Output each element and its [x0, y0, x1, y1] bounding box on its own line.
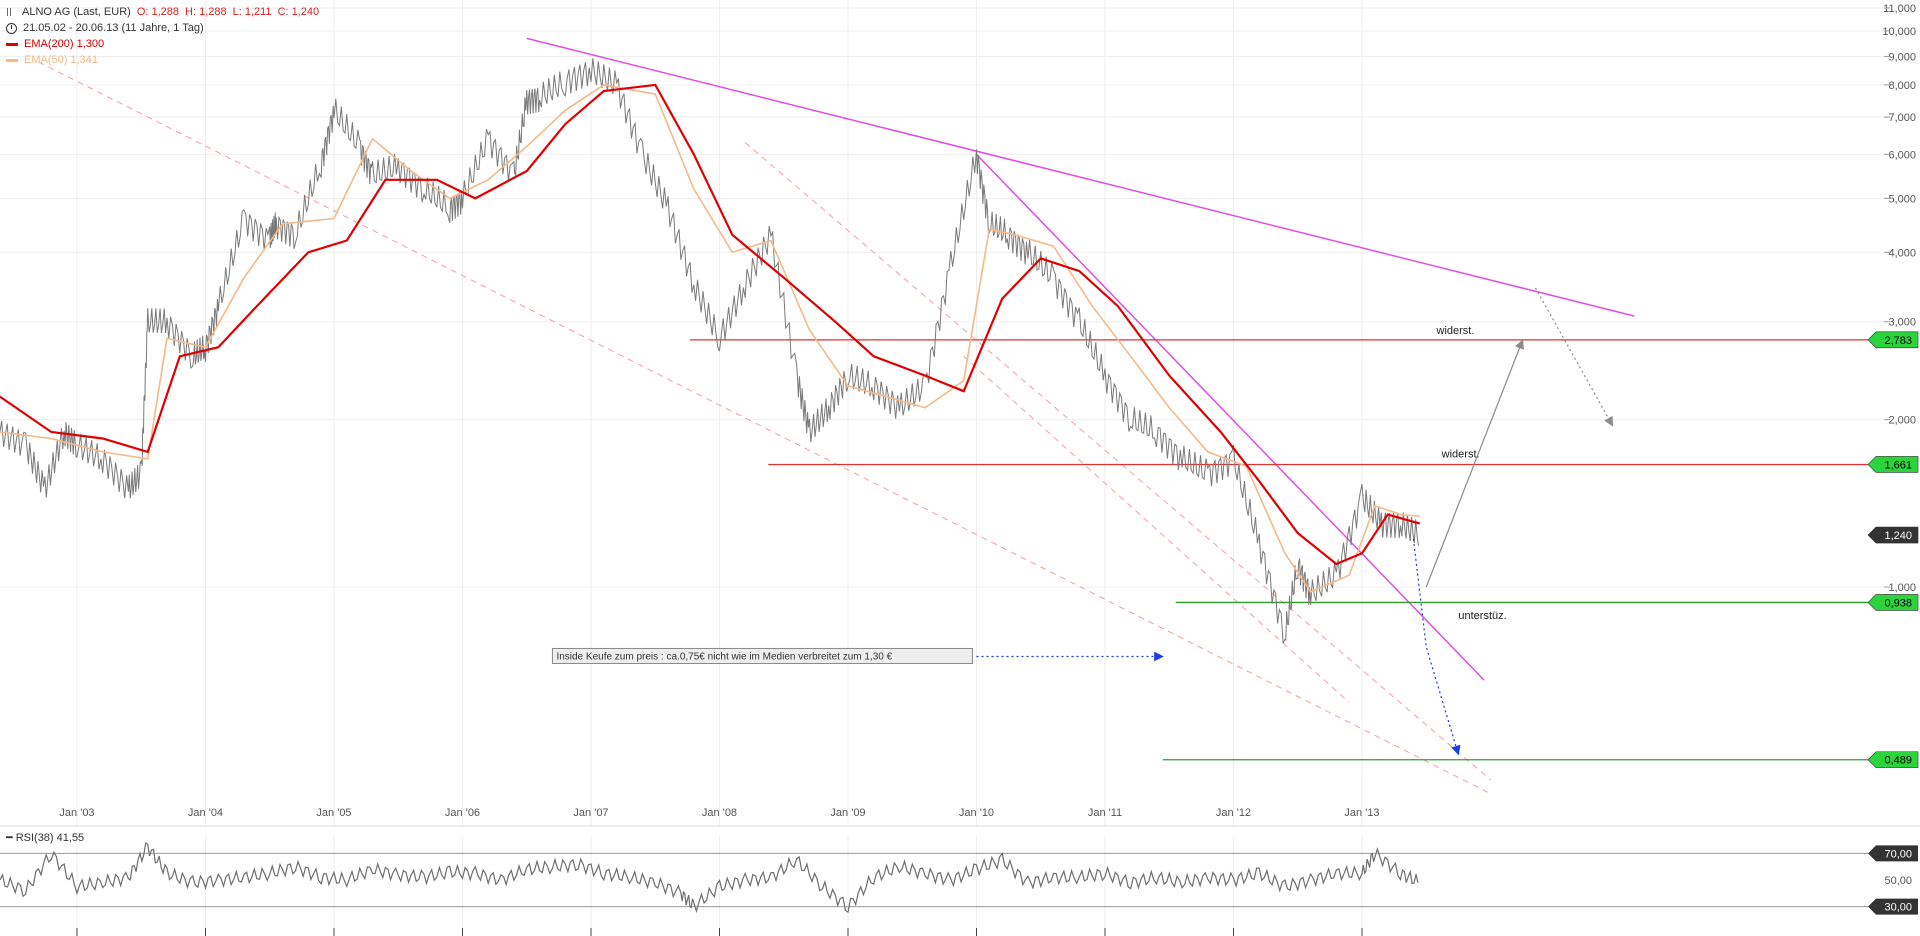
y-tick-label: 6,000: [1888, 149, 1916, 161]
x-tick-label: Jan '06: [445, 807, 480, 819]
x-tick-label: Jan '08: [702, 807, 737, 819]
date-range: 21.05.02 - 20.06.13 (11 Jahre, 1 Tag): [23, 22, 204, 34]
rsi-legend: ━ RSI(38) 41,55: [6, 831, 84, 844]
price-marker-badge: [1867, 456, 1919, 473]
rsi-level-label: 70,00: [1884, 848, 1912, 860]
rsi-level-badge: [1868, 845, 1918, 862]
x-tick-label: Jan '05: [316, 807, 351, 819]
trend-channel-lines: [38, 37, 1635, 795]
legend-title-row: ALNO AG (Last, EUR) O: 1,288 H: 1,288 L:…: [6, 4, 319, 20]
close-value: C: 1,240: [277, 6, 320, 18]
price-marker-badge: [1867, 751, 1919, 769]
rsi-level-label: 50,00: [1884, 875, 1912, 887]
price-line: [0, 58, 1419, 644]
x-tick-label: Jan '12: [1216, 807, 1251, 819]
ema200-line: [0, 83, 1421, 566]
long-trendline: [526, 37, 1635, 317]
dashed-channel-line: [38, 61, 1491, 795]
level-annotation: widerst.: [1441, 448, 1480, 460]
ema50-line: [0, 84, 1420, 593]
up-arrow: [1425, 339, 1524, 588]
rsi-line: [0, 842, 1419, 914]
instrument-title: ALNO AG (Last, EUR): [22, 6, 131, 18]
dashed-channel-line: [744, 142, 1491, 781]
x-tick-label: Jan '03: [59, 807, 94, 819]
note-text: Inside Keufe zum preis : ca.0,75€ nicht …: [556, 651, 892, 662]
level-annotation: unterstüz.: [1458, 610, 1506, 622]
rsi-label: RSI(38) 41,55: [15, 832, 85, 844]
price-marker-label: 2,783: [1884, 335, 1912, 347]
price-series: [0, 58, 1421, 644]
x-tick-label: Jan '07: [573, 807, 608, 819]
rsi-panel: 70,00 50,00 30,00: [0, 842, 1918, 915]
y-tick-label: 11,000: [1883, 3, 1916, 15]
open-value: O: 1,288: [136, 6, 180, 18]
price-marker-badge: [1867, 331, 1919, 349]
level-lines: widerst. widerst. unterstüz.: [689, 325, 1868, 761]
x-tick-label: Jan '11: [1088, 807, 1122, 819]
y-tick-label: 7,000: [1888, 112, 1916, 124]
price-marker-label: 1,240: [1884, 530, 1912, 542]
note-box: [551, 647, 973, 664]
level-annotation: widerst.: [1436, 325, 1475, 337]
price-marker-label: 0,489: [1884, 755, 1912, 767]
legend-ema50-row[interactable]: EMA(50) 1,341: [6, 52, 319, 68]
y-tick-label: 9,000: [1888, 51, 1916, 63]
price-marker-label: 1,661: [1884, 459, 1912, 471]
x-tick-label: Jan '09: [830, 807, 865, 819]
price-markers: 2,783 1,661 1,240 0,938 0,489: [1867, 331, 1919, 769]
short-trendline: [975, 153, 1485, 681]
price-axis: 19,00018,00017,00016,00015,00014,00013,0…: [1882, 3, 1916, 594]
rsi-dash-icon: ━: [6, 832, 13, 844]
x-tick-label: Jan '13: [1344, 807, 1379, 819]
ema50-label: EMA(50) 1,341: [24, 54, 98, 66]
y-tick-label: 4,000: [1888, 247, 1916, 259]
low-value: L: 1,211: [232, 6, 272, 18]
y-tick-label: 2,000: [1888, 415, 1916, 427]
price-marker-badge: [1867, 594, 1919, 611]
y-tick-label: 5,000: [1888, 193, 1916, 205]
rsi-level-label: 30,00: [1884, 902, 1912, 914]
rsi-level-badge: [1868, 898, 1918, 915]
legend-range-row: 21.05.02 - 20.06.13 (11 Jahre, 1 Tag): [6, 20, 319, 36]
y-tick-label: 8,000: [1888, 80, 1916, 92]
clock-icon: [6, 22, 17, 34]
y-tick-label: 1,000: [1888, 582, 1916, 594]
blue-target-arrow: [1412, 538, 1461, 756]
y-tick-label: 3,000: [1888, 317, 1916, 329]
dashed-channel-line: [963, 355, 1350, 703]
high-value: H: 1,288: [185, 6, 227, 18]
ema200-swatch: [6, 42, 18, 46]
down-arrow-dotted: [1534, 287, 1614, 427]
user-drawings: Inside Keufe zum preis : ca.0,75€ nicht …: [551, 287, 1614, 756]
x-tick-label: Jan '04: [188, 807, 223, 819]
ema200-label: EMA(200) 1,300: [24, 38, 105, 50]
time-axis: Jan '03 Jan '04 Jan '05 Jan '06 Jan '07 Jan '…: [59, 807, 1380, 936]
x-tick-label: Jan '10: [959, 807, 994, 819]
bars-icon: [6, 7, 16, 17]
chart-legend: ALNO AG (Last, EUR) O: 1,288 H: 1,288 L:…: [6, 4, 319, 68]
ema50-swatch: [6, 58, 18, 62]
y-tick-label: 10,000: [1882, 26, 1916, 38]
price-marker-label: 0,938: [1884, 597, 1912, 609]
price-marker-badge: [1867, 526, 1919, 544]
legend-ema200-row[interactable]: EMA(200) 1,300: [6, 36, 319, 52]
